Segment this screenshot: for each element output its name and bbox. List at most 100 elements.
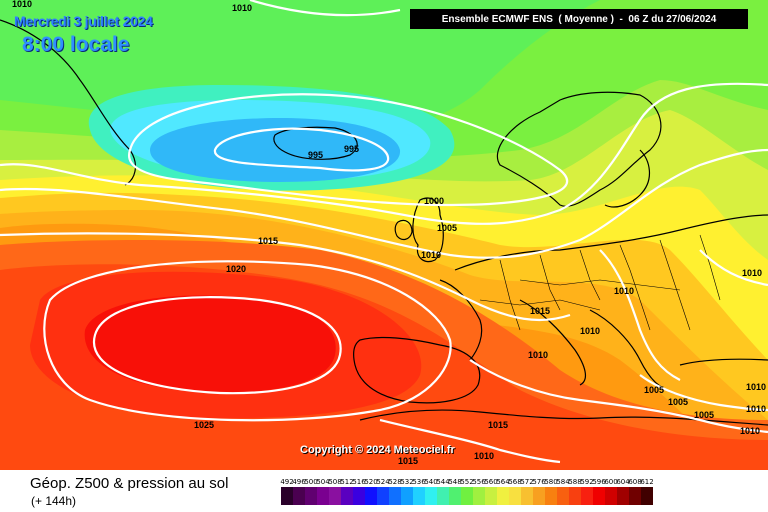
isobar-label: 1010	[421, 250, 441, 260]
scale-label: 572	[520, 478, 534, 486]
scale-swatch	[281, 487, 293, 505]
scale-label: 608	[628, 478, 642, 486]
scale-label: 532	[400, 478, 414, 486]
scale-swatch	[557, 487, 569, 505]
scale-label: 564	[496, 478, 510, 486]
color-scale-legend: 492 496 500 504 508 512 516 520 524 528 532 536 540 5…	[280, 477, 654, 509]
country-borders	[479, 234, 721, 331]
scale-label: 552	[460, 478, 474, 486]
scale-swatch	[605, 487, 617, 505]
isobar-label: 1005	[668, 397, 688, 407]
isobar-label: 1015	[258, 236, 278, 246]
scale-cell: 520	[364, 477, 378, 509]
scale-swatch	[641, 487, 653, 505]
scale-label: 592	[580, 478, 594, 486]
isobar-label: 1010	[742, 268, 762, 278]
scale-label: 596	[592, 478, 606, 486]
scale-label: 576	[532, 478, 546, 486]
scale-cell: 556	[472, 477, 486, 509]
isobar-label: 1005	[644, 385, 664, 395]
scale-swatch	[413, 487, 425, 505]
forecast-lead-time: (+ 144h)	[31, 494, 77, 508]
scale-cell: 608	[628, 477, 642, 509]
isobar-label: 1005	[437, 223, 457, 233]
isobar-label: 1000	[424, 196, 444, 206]
scale-swatch	[365, 487, 377, 505]
isobar-1015-south	[379, 418, 561, 464]
isobar-label: 1015	[530, 306, 550, 316]
scale-swatch	[389, 487, 401, 505]
scale-cell: 516	[352, 477, 366, 509]
scale-swatch	[485, 487, 497, 505]
isobar-label: 1020	[226, 264, 246, 274]
scale-swatch	[545, 487, 557, 505]
isobar-1025	[92, 296, 342, 395]
scale-label: 504	[316, 478, 330, 486]
scale-label: 568	[508, 478, 522, 486]
scale-label: 584	[556, 478, 570, 486]
scale-cell: 588	[568, 477, 582, 509]
scale-swatch	[437, 487, 449, 505]
scale-swatch	[317, 487, 329, 505]
scale-cell: 540	[424, 477, 438, 509]
scale-cell: 532	[400, 477, 414, 509]
isobar-1005-east	[639, 374, 768, 412]
map-title: Géop. Z500 & pression au sol	[30, 475, 229, 492]
scale-label: 500	[304, 478, 318, 486]
scale-swatch	[377, 487, 389, 505]
france-coast	[439, 279, 483, 361]
z500-band-blue	[150, 118, 401, 182]
isobar-label: 1015	[488, 420, 508, 430]
scale-cell: 544	[436, 477, 450, 509]
scale-label: 544	[436, 478, 450, 486]
scale-swatch	[425, 487, 437, 505]
isobar-label: 1005	[694, 410, 714, 420]
isobar-1005	[0, 82, 768, 225]
scale-cell: 496	[292, 477, 306, 509]
scale-cell: 508	[328, 477, 342, 509]
forecast-time: 8:00 locale	[22, 33, 130, 56]
scale-swatch	[581, 487, 593, 505]
scale-cell: 492	[280, 477, 294, 509]
scale-label: 540	[424, 478, 438, 486]
scale-swatch	[401, 487, 413, 505]
scale-swatch	[341, 487, 353, 505]
isobar-1010-far-east	[699, 249, 768, 287]
scale-cell: 504	[316, 477, 330, 509]
turkey-coast	[679, 358, 768, 366]
isobar-label: 1025	[194, 420, 214, 430]
scale-cell: 528	[388, 477, 402, 509]
scale-cell: 500	[304, 477, 318, 509]
scale-swatch	[293, 487, 305, 505]
scale-swatch	[629, 487, 641, 505]
isobar-1010-north	[0, 148, 768, 259]
z500-band-deep-red	[84, 295, 336, 393]
scale-label: 528	[388, 478, 402, 486]
isobar-1015	[0, 232, 571, 322]
scale-swatch	[533, 487, 545, 505]
scale-label: 556	[472, 478, 486, 486]
scale-cell: 560	[484, 477, 498, 509]
isobar-label: 1010	[474, 451, 494, 461]
scale-cell: 584	[556, 477, 570, 509]
scale-label: 520	[364, 478, 378, 486]
scale-label: 600	[604, 478, 618, 486]
scale-swatch	[569, 487, 581, 505]
coastlines	[0, 19, 768, 426]
model-run-label: Ensemble ECMWF ENS ( Moyenne ) - 06 Z du…	[410, 9, 748, 29]
scale-cell: 592	[580, 477, 594, 509]
isobar-label: 1010	[746, 404, 766, 414]
finland-coast	[604, 149, 650, 208]
ireland-coast	[394, 219, 413, 241]
iberia-coast	[353, 336, 481, 404]
isobar-label: 1010	[232, 3, 252, 13]
scale-cell: 572	[520, 477, 534, 509]
scale-label: 548	[448, 478, 462, 486]
scale-cell: 512	[340, 477, 354, 509]
isobar-label: 1015	[398, 456, 418, 466]
isobar-label: 1010	[746, 382, 766, 392]
scale-cell: 604	[616, 477, 630, 509]
scale-label: 512	[340, 478, 354, 486]
africa-coast	[359, 409, 768, 426]
scale-swatch	[461, 487, 473, 505]
